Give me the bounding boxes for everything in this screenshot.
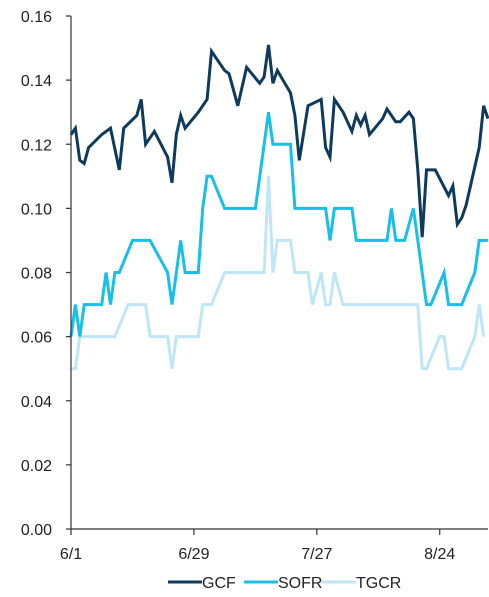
- x-tick-label: 7/27: [301, 546, 332, 563]
- legend-label: TGCR: [356, 575, 401, 592]
- series-line-tgcr: [71, 176, 486, 371]
- series-line-gcf: [69, 44, 489, 238]
- x-tick-label: 8/24: [424, 546, 455, 563]
- x-tick-label: 6/29: [178, 546, 209, 563]
- y-tick-label: 0.14: [21, 73, 52, 90]
- y-tick-label: 0.02: [21, 458, 52, 475]
- y-tick-label: 0.12: [21, 137, 52, 154]
- y-tick-label: 0.10: [21, 201, 52, 218]
- x-axis-ticks: 6/1 6/29 7/27 8/24: [60, 529, 455, 563]
- x-tick-label: 6/1: [60, 546, 82, 563]
- y-tick-label: 0.04: [21, 394, 52, 411]
- legend: GCF SOFR TGCR: [168, 575, 401, 592]
- axes: [70, 16, 488, 530]
- legend-item-gcf: GCF: [168, 575, 236, 592]
- legend-item-sofr: SOFR: [244, 575, 322, 592]
- legend-item-tgcr: TGCR: [322, 575, 401, 592]
- y-tick-label: 0.00: [21, 522, 52, 539]
- y-axis-ticks: 0.00 0.02 0.04 0.06 0.08 0.10 0.12 0.14 0.16: [21, 9, 71, 539]
- plot-lines: [69, 44, 489, 371]
- y-tick-label: 0.08: [21, 266, 52, 283]
- legend-label: SOFR: [278, 575, 322, 592]
- legend-label: GCF: [202, 575, 236, 592]
- series-line-sofr: [69, 111, 488, 337]
- y-tick-label: 0.06: [21, 330, 52, 347]
- y-tick-label: 0.16: [21, 9, 52, 26]
